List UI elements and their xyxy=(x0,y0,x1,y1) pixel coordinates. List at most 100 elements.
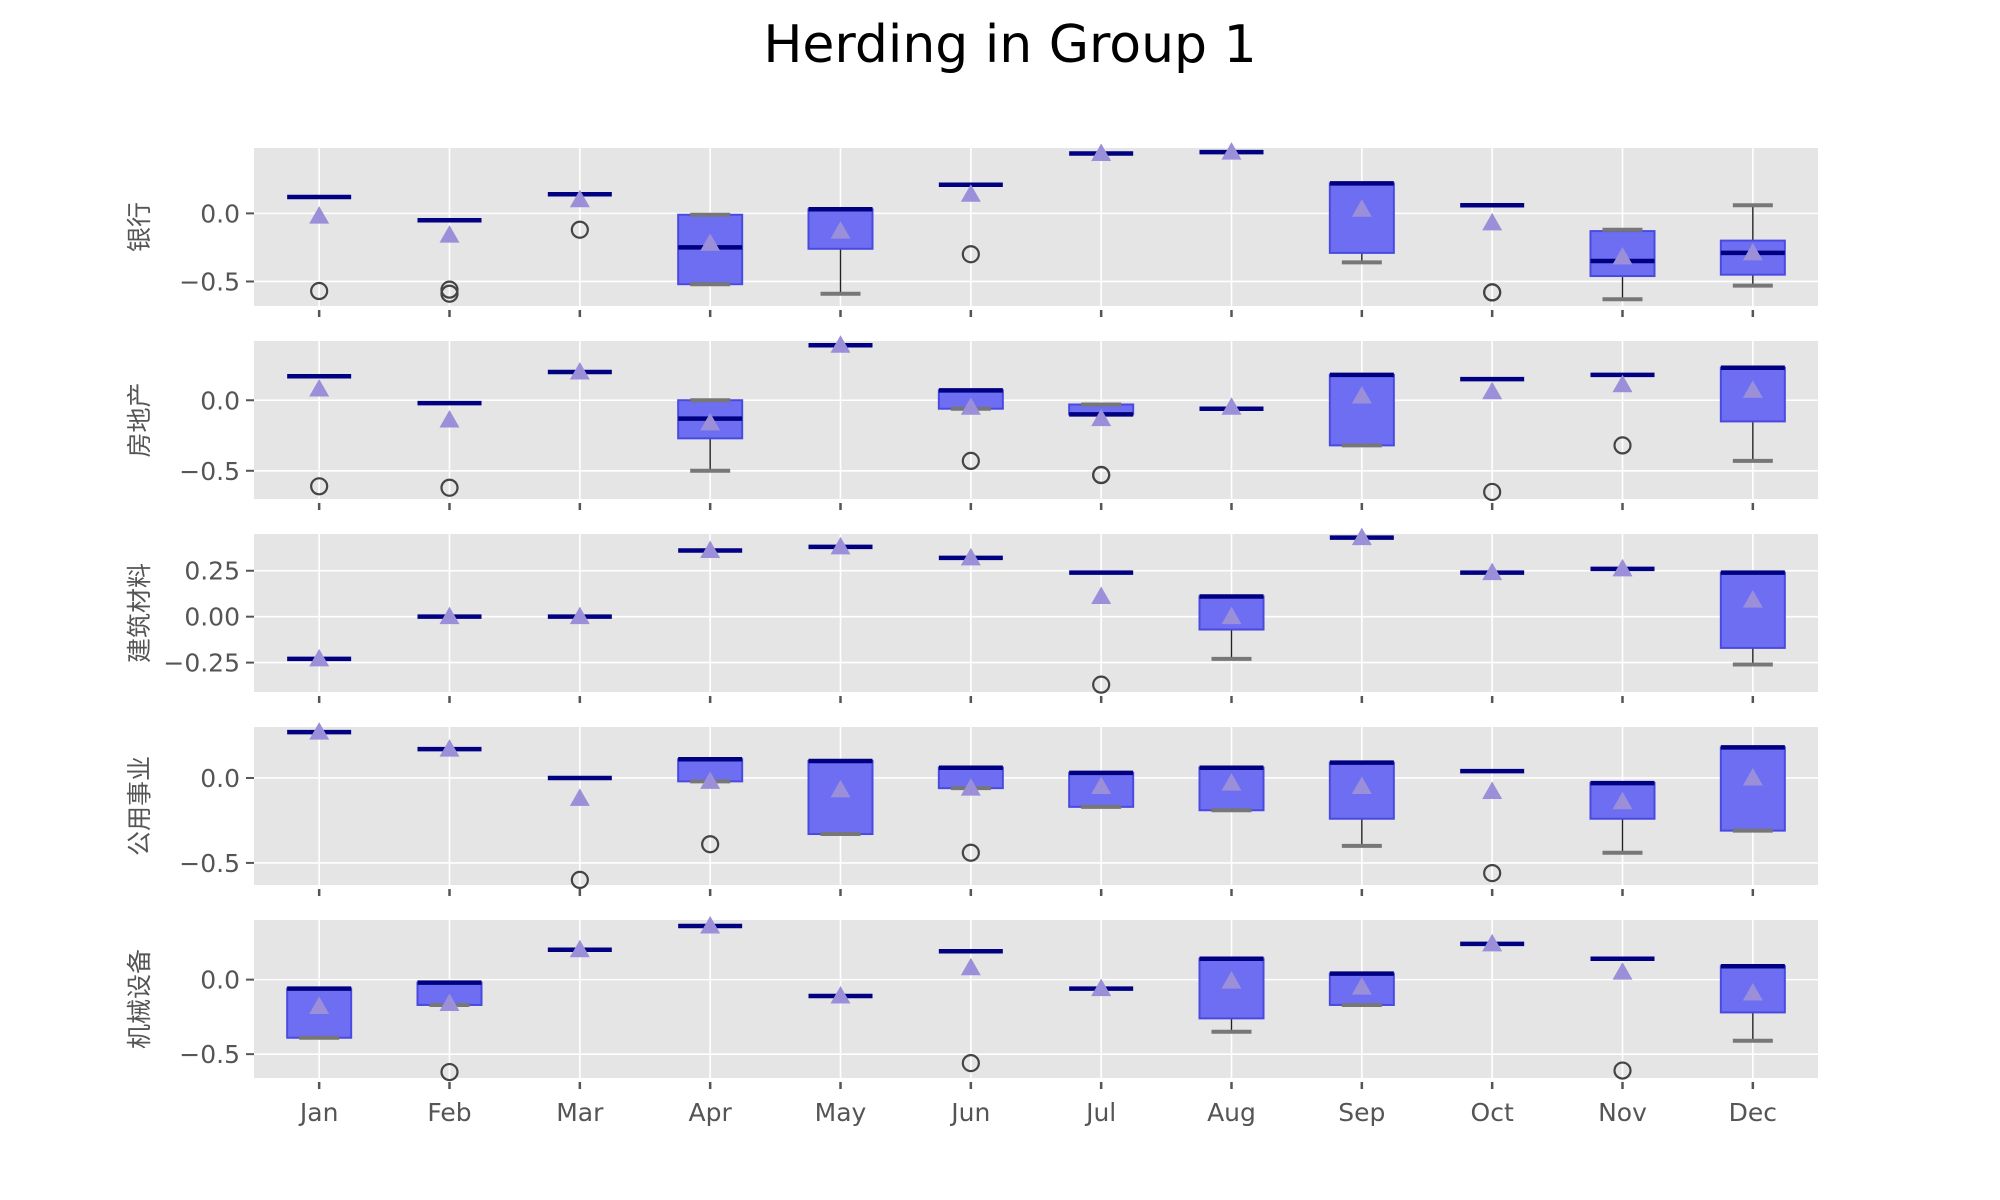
box-oct xyxy=(1460,562,1525,581)
y-axis-label: 机械设备 xyxy=(125,949,154,1049)
box-may xyxy=(808,335,873,353)
mean-marker xyxy=(1221,142,1242,160)
box-jan xyxy=(287,722,352,740)
panel-5: 0.0 −0.5 机械设备 xyxy=(125,915,1818,1089)
x-tick-label: Apr xyxy=(689,1098,733,1127)
box-jun xyxy=(937,388,1004,471)
box-jun xyxy=(938,547,1003,566)
x-tick-label: Mar xyxy=(556,1098,604,1127)
outlier-point xyxy=(1613,1061,1632,1080)
mean-marker xyxy=(830,536,851,555)
mean-marker xyxy=(1482,562,1503,581)
box-apr xyxy=(678,915,743,934)
box-nov xyxy=(1590,558,1655,577)
mean-marker xyxy=(1351,199,1372,217)
box-iqr xyxy=(807,759,874,836)
box-may xyxy=(807,758,874,837)
mean-marker xyxy=(1091,776,1112,794)
outlier-point xyxy=(440,1062,459,1082)
mean-marker xyxy=(960,957,981,976)
mean-marker xyxy=(1742,242,1763,261)
mean-marker xyxy=(1612,558,1633,577)
mean-marker xyxy=(700,540,721,559)
box-sep xyxy=(1328,181,1395,265)
box-jan xyxy=(287,648,352,667)
x-tick-label: Sep xyxy=(1338,1098,1385,1127)
panel-background xyxy=(254,727,1818,885)
box-feb xyxy=(416,980,483,1082)
outlier-point xyxy=(1613,436,1632,455)
box-iqr xyxy=(1719,571,1786,649)
mean-marker xyxy=(830,779,851,798)
box-jun xyxy=(938,182,1003,264)
box-oct xyxy=(1460,768,1525,883)
box-feb xyxy=(417,606,482,625)
outlier-point xyxy=(1483,864,1502,883)
mean-marker xyxy=(700,412,721,431)
box-jul xyxy=(1068,402,1135,485)
box-jul xyxy=(1069,143,1134,161)
mean-marker xyxy=(569,939,590,958)
box-nov xyxy=(1589,227,1656,302)
outlier-point xyxy=(1092,465,1111,485)
box-mar xyxy=(547,775,612,890)
y-tick-label: 0.25 xyxy=(184,557,240,586)
mean-marker xyxy=(1091,143,1112,161)
x-tick-label: Jun xyxy=(949,1098,990,1127)
box-aug xyxy=(1199,397,1264,415)
box-jul xyxy=(1068,770,1135,809)
y-axis-label: 建筑材料 xyxy=(125,563,154,663)
box-nov xyxy=(1589,780,1656,855)
panel-background xyxy=(254,148,1818,306)
mean-marker xyxy=(439,410,460,428)
mean-marker xyxy=(309,722,330,740)
outlier-point xyxy=(440,478,459,497)
mean-marker xyxy=(960,184,981,202)
outlier-point xyxy=(1483,283,1502,302)
box-apr xyxy=(677,757,744,854)
box-iqr xyxy=(1719,746,1786,832)
panels-layer: 0.0 −0.5 银行 0.0 −0.5 房地产 0.25 0.00 −0.25 建筑材料 0.0 −… xyxy=(125,142,1818,1127)
outlier-point xyxy=(570,220,589,239)
box-mar xyxy=(547,939,612,958)
mean-marker xyxy=(1742,983,1763,1001)
mean-marker xyxy=(960,778,981,796)
y-tick-label: −0.5 xyxy=(179,267,240,296)
mean-marker xyxy=(1482,781,1503,800)
mean-marker xyxy=(700,915,721,934)
box-jul xyxy=(1069,570,1134,694)
y-tick-label: 0.0 xyxy=(200,764,240,793)
mean-marker xyxy=(1221,397,1242,415)
panel-background xyxy=(254,534,1818,692)
mean-marker xyxy=(1612,962,1633,980)
box-iqr xyxy=(1328,182,1395,254)
mean-marker xyxy=(700,771,721,789)
mean-marker xyxy=(1482,933,1503,952)
box-jan xyxy=(287,194,352,301)
box-jan xyxy=(286,986,353,1040)
chart-title: Herding in Group 1 xyxy=(763,15,1256,75)
x-tick-label: Oct xyxy=(1471,1098,1514,1127)
mean-marker xyxy=(1351,386,1372,404)
mean-marker xyxy=(830,335,851,353)
box-apr xyxy=(677,212,744,287)
box-jan xyxy=(287,374,352,496)
box-aug xyxy=(1199,142,1264,160)
outlier-point xyxy=(961,245,980,264)
box-oct xyxy=(1460,376,1525,502)
panel-background xyxy=(254,341,1818,499)
box-oct xyxy=(1460,202,1525,302)
box-dec xyxy=(1719,745,1786,833)
box-jun xyxy=(938,949,1003,1073)
x-tick-label: Dec xyxy=(1729,1098,1777,1127)
box-aug xyxy=(1198,765,1265,813)
outlier-point xyxy=(570,870,589,890)
box-apr xyxy=(678,540,743,559)
mean-marker xyxy=(1482,212,1503,231)
outlier-point xyxy=(961,451,980,471)
x-tick-label: Nov xyxy=(1598,1098,1647,1127)
mean-marker xyxy=(439,606,460,625)
mean-marker xyxy=(1221,971,1242,989)
mean-marker xyxy=(1742,380,1763,398)
